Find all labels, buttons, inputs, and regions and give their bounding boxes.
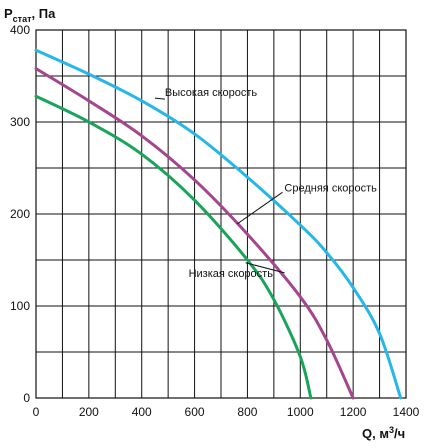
x-tick-label: 800 [237, 405, 257, 419]
y-axis-title: Pстат, Па [4, 6, 56, 24]
axes [35, 29, 407, 399]
x-tick-label: 1200 [340, 405, 367, 419]
x-tick-label: 0 [33, 405, 40, 419]
series-lines [34, 48, 403, 400]
plot-frame [35, 29, 407, 399]
series-line-1 [34, 48, 403, 400]
series-label-1: Высокая скорость [165, 87, 257, 99]
y-tick-label: 100 [10, 299, 30, 313]
x-tick-label: 200 [79, 405, 99, 419]
series-line-2 [34, 67, 355, 400]
grid [35, 29, 407, 399]
x-tick-label: 600 [185, 405, 205, 419]
x-tick-label: 1400 [393, 405, 420, 419]
series-labels: Высокая скорость Средняя скорость Низкая с… [154, 87, 377, 280]
y-tick-label: 200 [10, 207, 30, 221]
series-label-3: Низкая скорость [189, 268, 274, 280]
x-tick-label: 400 [132, 405, 152, 419]
series-label-leader-3 [245, 262, 285, 274]
y-tick-label: 0 [23, 391, 30, 405]
y-tick-label: 300 [10, 115, 30, 129]
series-label-2: Средняя скорость [284, 182, 377, 194]
series-label-leader-1 [154, 97, 165, 100]
series-line-3 [34, 94, 313, 400]
tick-labels: 0 200 400 600 800 1000 1200 1400 0 100 200 300 400 [10, 23, 420, 419]
x-tick-label: 1000 [287, 405, 314, 419]
y-tick-label: 400 [10, 23, 30, 37]
x-axis-title: Q, м3/ч [362, 425, 405, 441]
series-label-leader-2 [236, 191, 283, 225]
